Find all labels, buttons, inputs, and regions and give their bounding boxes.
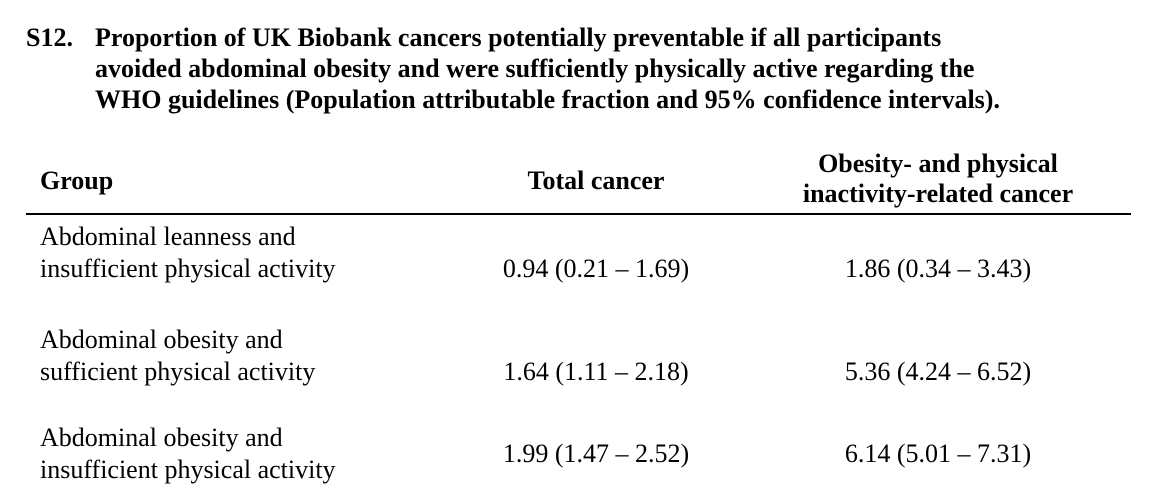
group-line: Abdominal obesity and: [40, 423, 283, 452]
header-obesity-cancer: Obesity- and physical inactivity-related…: [760, 149, 1116, 209]
caption-line: Proportion of UK Biobank cancers potenti…: [95, 23, 942, 52]
obesity-cancer-cell: 6.14 (5.01 – 7.31): [844, 439, 1032, 468]
group-cell: Abdominal obesity and insufficient physi…: [40, 422, 336, 486]
table-row: Abdominal leanness and insufficient phys…: [0, 221, 1152, 289]
group-cell: Abdominal obesity and sufficient physica…: [40, 324, 315, 388]
caption-label: S12.: [26, 23, 73, 52]
header-total-cancer: Total cancer: [527, 166, 665, 195]
table-row: Abdominal obesity and insufficient physi…: [0, 422, 1152, 490]
total-cancer-cell: 1.99 (1.47 – 2.52): [502, 439, 690, 468]
table-row: Abdominal obesity and sufficient physica…: [0, 324, 1152, 392]
header-group: Group: [40, 166, 114, 195]
group-line: Abdominal obesity and: [40, 325, 283, 354]
group-line: sufficient physical activity: [40, 357, 316, 386]
header-obesity-line: inactivity-related cancer: [802, 179, 1074, 208]
total-cancer-cell: 1.64 (1.11 – 2.18): [503, 357, 689, 386]
table-caption: S12. Proportion of UK Biobank cancers po…: [26, 22, 1136, 115]
group-line: insufficient physical activity: [40, 254, 336, 283]
caption-text: Proportion of UK Biobank cancers potenti…: [95, 22, 1136, 115]
caption-line: WHO guidelines (Population attributable …: [95, 85, 1000, 114]
header-rule: [26, 213, 1131, 215]
total-cancer-cell: 0.94 (0.21 – 1.69): [502, 254, 690, 283]
group-line: insufficient physical activity: [40, 455, 336, 484]
group-cell: Abdominal leanness and insufficient phys…: [40, 221, 336, 285]
header-obesity-line: Obesity- and physical: [818, 149, 1058, 178]
caption-line: avoided abdominal obesity and were suffi…: [95, 54, 975, 83]
group-line: Abdominal leanness and: [40, 222, 296, 251]
obesity-cancer-cell: 5.36 (4.24 – 6.52): [844, 357, 1032, 386]
obesity-cancer-cell: 1.86 (0.34 – 3.43): [844, 254, 1032, 283]
